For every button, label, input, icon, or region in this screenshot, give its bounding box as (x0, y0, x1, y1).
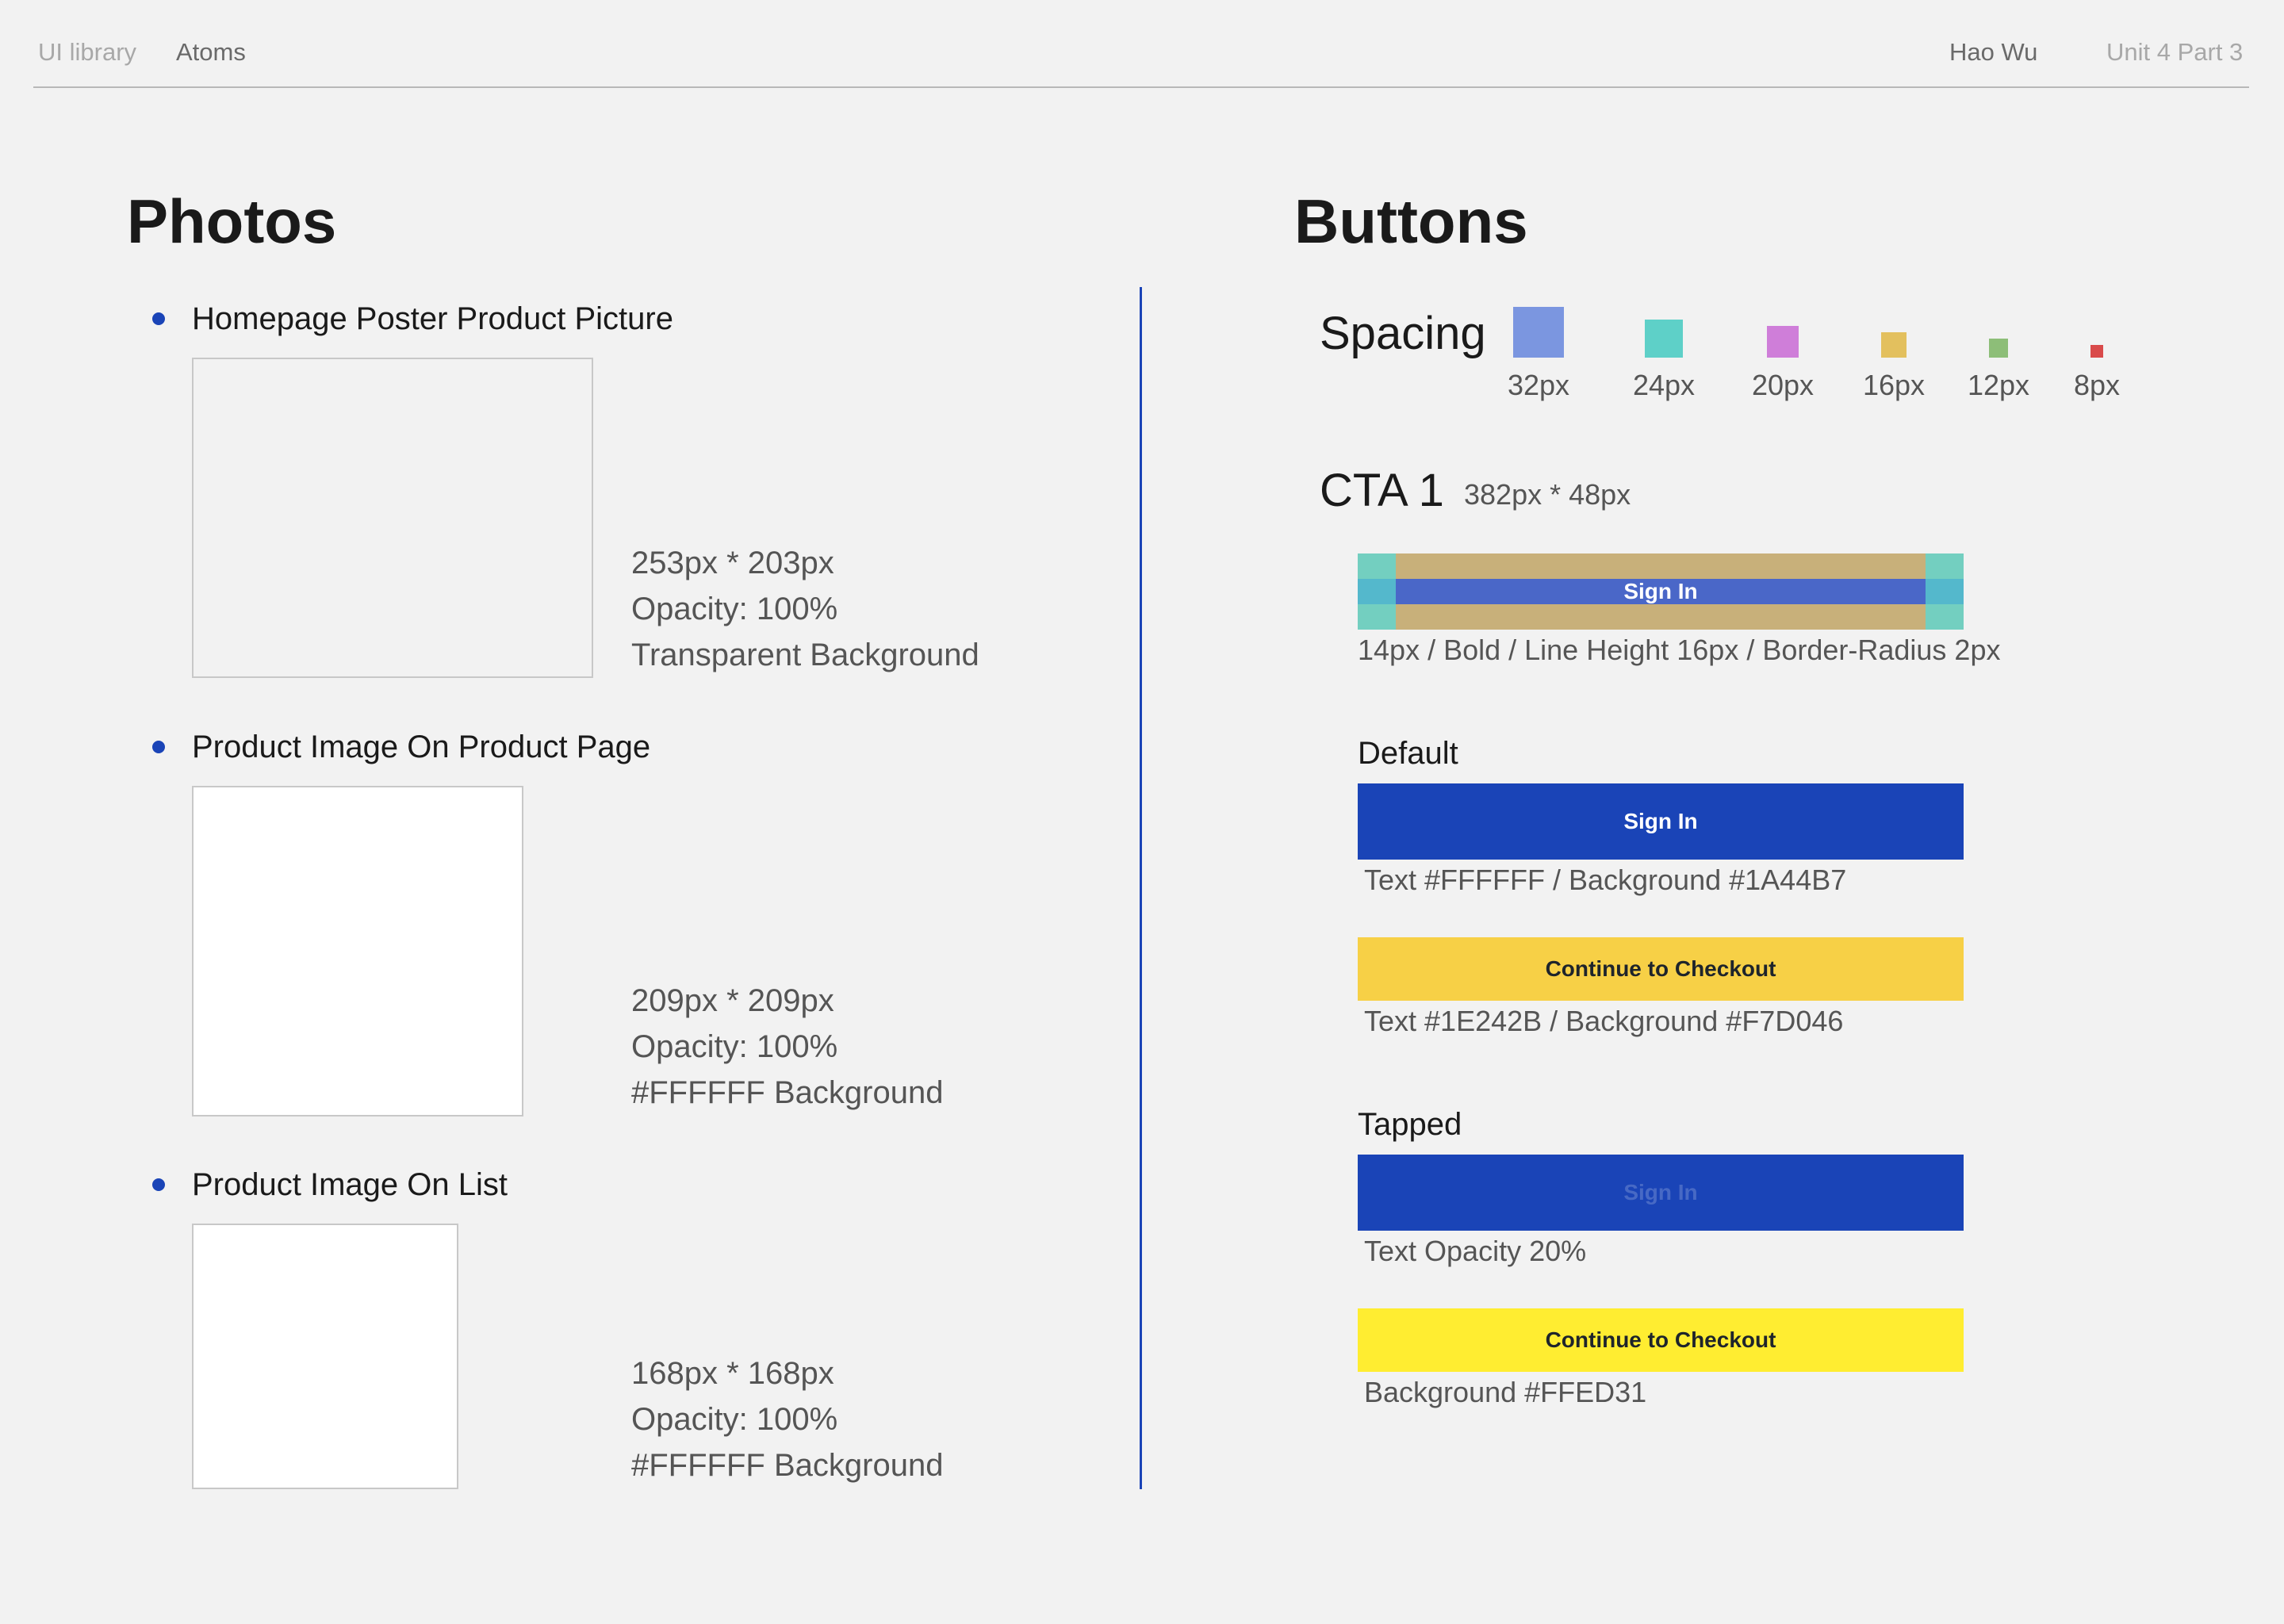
header-divider (33, 86, 2249, 88)
cta-spacing-demo: Sign In (1358, 553, 1964, 630)
tapped-state-label: Tapped (1358, 1107, 1462, 1142)
spacing-swatch-32 (1513, 307, 1564, 358)
photos-title: Photos (127, 186, 337, 256)
cta-demo-label: Sign In (1396, 579, 1926, 604)
primary-button-desc: Text #FFFFFF / Background #1A44B7 (1364, 864, 1847, 896)
spacing-label: 24px (1632, 369, 1696, 401)
author-name: Hao Wu (1949, 38, 2038, 66)
photo-spec-list: 168px * 168px Opacity: 100% #FFFFFF Back… (631, 1350, 943, 1488)
bullet-icon (152, 312, 165, 325)
sign-in-button-tapped[interactable]: Sign In (1358, 1155, 1964, 1231)
cta-size: 382px * 48px (1464, 478, 1631, 511)
secondary-button-desc: Text #1E242B / Background #F7D046 (1364, 1005, 1844, 1037)
spacing-label: 12px (1967, 369, 2030, 401)
photo-placeholder-poster (192, 358, 593, 678)
buttons-title: Buttons (1294, 186, 1528, 256)
spacing-title: Spacing (1320, 308, 1486, 359)
spacing-label: 32px (1507, 369, 1570, 401)
continue-to-checkout-button-tapped[interactable]: Continue to Checkout (1358, 1308, 1964, 1372)
spacing-swatch-24 (1645, 320, 1683, 358)
photo-item-label: Product Image On Product Page (192, 730, 651, 764)
breadcrumb-atoms[interactable]: Atoms (176, 38, 246, 66)
photo-placeholder-list (192, 1224, 458, 1489)
photo-spec: Transparent Background (631, 638, 979, 672)
bullet-icon (152, 741, 165, 753)
sign-in-button[interactable]: Sign In (1358, 783, 1964, 860)
photo-item-label: Product Image On List (192, 1167, 508, 1202)
spacing-swatch-20 (1767, 326, 1799, 358)
photo-spec-list: 253px * 203px Opacity: 100% Transparent … (631, 540, 979, 678)
photo-spec: Opacity: 100% (631, 1402, 838, 1437)
photo-spec: Opacity: 100% (631, 1029, 838, 1064)
default-state-label: Default (1358, 736, 1458, 771)
cta-spec: 14px / Bold / Line Height 16px / Border-… (1358, 634, 2001, 666)
unit-label: Unit 4 Part 3 (2106, 38, 2244, 66)
photo-placeholder-product-page (192, 786, 523, 1116)
photo-spec: #FFFFFF Background (631, 1075, 944, 1110)
photo-spec: 209px * 209px (631, 983, 834, 1018)
photo-spec-list: 209px * 209px Opacity: 100% #FFFFFF Back… (631, 978, 943, 1116)
spacing-swatch-8 (2090, 345, 2103, 358)
spacing-label: 20px (1751, 369, 1815, 401)
breadcrumb-ui-library[interactable]: UI library (38, 38, 137, 66)
photo-spec: #FFFFFF Background (631, 1448, 944, 1483)
photo-spec: Opacity: 100% (631, 592, 838, 626)
spacing-swatch-16 (1881, 332, 1907, 358)
spacing-label: 16px (1862, 369, 1926, 401)
cta-padding-overlap (1358, 579, 1396, 604)
cta-padding-overlap (1926, 579, 1964, 604)
section-divider (1140, 287, 1142, 1489)
spacing-swatch-12 (1989, 339, 2008, 358)
continue-to-checkout-button[interactable]: Continue to Checkout (1358, 937, 1964, 1001)
bullet-icon (152, 1178, 165, 1191)
tapped-primary-desc: Text Opacity 20% (1364, 1235, 1587, 1267)
photo-item-label: Homepage Poster Product Picture (192, 301, 673, 336)
photo-spec: 168px * 168px (631, 1356, 834, 1391)
photo-spec: 253px * 203px (631, 546, 834, 580)
tapped-secondary-desc: Background #FFED31 (1364, 1376, 1647, 1408)
cta-title: CTA 1 (1320, 465, 1444, 516)
spacing-label: 8px (2073, 369, 2121, 401)
